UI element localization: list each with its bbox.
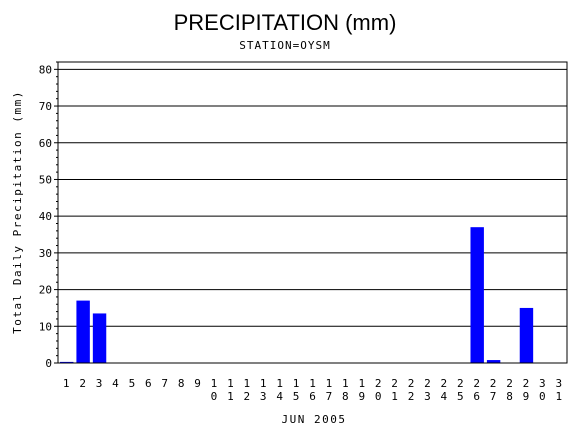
y-tick-label: 40 [39,210,52,223]
bar-day-27 [486,360,501,363]
y-tick-label: 10 [39,320,52,333]
x-axis-ticks: 1 2 3 4 5 6 7 8 9 1 01 11 21 31 41 51 61 71 81 92 02 12 22 32 42… [63,377,562,403]
x-tick-label: 2 [79,377,86,390]
x-axis-label: JUN 2005 [282,413,347,426]
y-tick-label: 50 [39,173,52,186]
bars [60,227,534,363]
x-tick-label: 7 [161,377,168,390]
grid-lines [58,68,567,327]
x-tick-label: 9 [194,377,201,390]
y-axis-ticks: 0 10 20 30 40 50 60 70 80 [39,61,58,370]
bar-day-26 [470,227,484,363]
y-tick-label: 0 [45,357,52,370]
x-tick-label: 4 [112,377,119,390]
y-tick-label: 20 [39,284,52,297]
y-axis-label: Total Daily Precipitation (mm) [11,90,24,334]
bar-day-3 [92,313,107,363]
plot-frame [57,61,568,364]
chart-title: PRECIPITATION (mm) [174,10,397,35]
y-tick-label: 70 [39,100,52,113]
y-tick-label: 30 [39,247,52,260]
bar-day-29 [519,307,534,363]
x-tick-label: 5 [129,377,136,390]
bar-day-2 [76,300,90,363]
chart-subtitle: STATION=OYSM [239,39,330,52]
x-tick-label: 1 [63,377,70,390]
bar-day-1 [60,361,74,363]
x-tick-label: 6 [145,377,152,390]
y-tick-label: 80 [39,63,52,76]
y-tick-label: 60 [39,137,52,150]
x-tick-label: 8 [178,377,185,390]
x-tick-label: 3 [96,377,103,390]
